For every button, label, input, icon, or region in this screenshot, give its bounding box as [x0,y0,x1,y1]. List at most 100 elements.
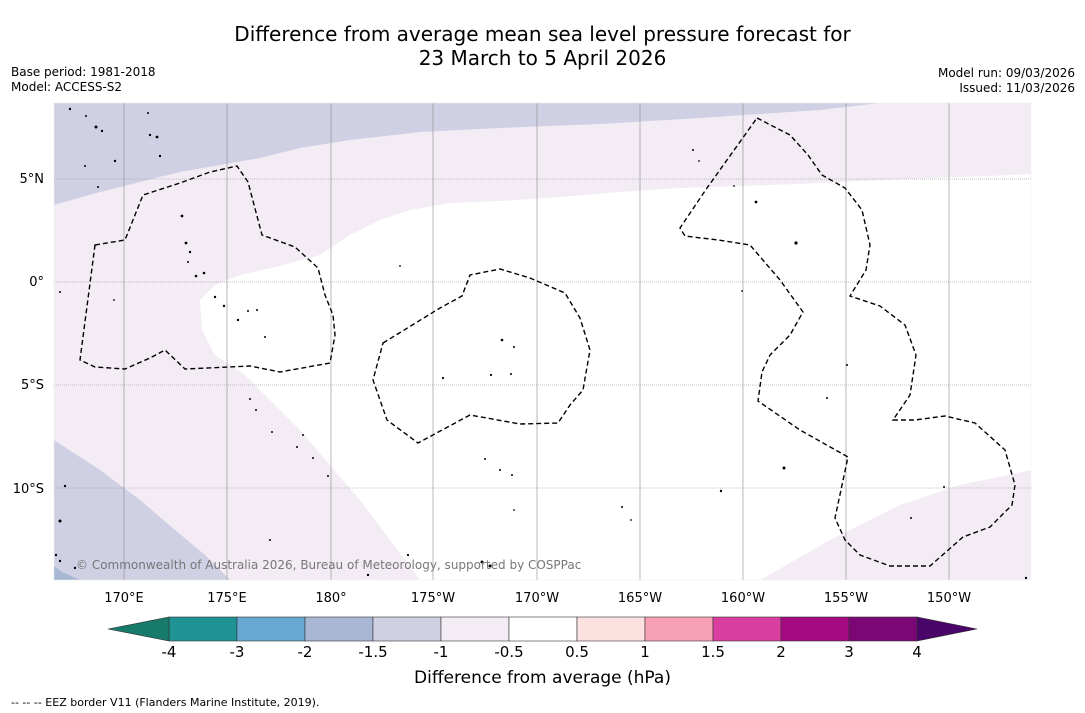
colorbar-swatch [304,616,374,642]
lon-label: 150°W [927,591,971,606]
colorbar-swatch [372,616,442,642]
island [113,299,115,301]
island [58,519,62,523]
pressure-band-neg15-north [54,103,880,205]
island [296,446,298,448]
island [910,517,912,519]
lon-label: 175°E [207,591,247,606]
island [794,241,798,245]
colorbar-tick-label: -2 [297,643,313,661]
island [188,250,192,254]
island [97,186,99,188]
colorbar-tick-label: 1 [640,643,650,661]
island [147,112,149,114]
island [630,519,632,521]
lon-label: 175°W [411,591,455,606]
pressure-band-neg2-southwest [54,566,80,580]
colorbar-swatch [576,616,646,642]
island [489,373,493,377]
island [846,364,848,366]
model-name: Model: ACCESS-S2 [11,80,123,94]
island [484,458,486,460]
lat-label: 5°S [21,378,44,393]
island [826,397,828,399]
island [73,566,77,570]
island [148,133,152,137]
island [621,506,623,508]
island [54,553,58,557]
colorbar-tick-label: 1.5 [701,643,725,661]
island [222,304,226,308]
island [499,469,501,471]
island [513,346,515,348]
island [480,560,484,564]
island [510,373,512,375]
island [236,318,240,322]
colorbar-swatch [236,616,306,642]
lon-label: 160°W [721,591,765,606]
colorbar-swatch [780,616,850,642]
island [59,291,61,293]
pressure-band-neg1-southeast [760,470,1031,580]
colorbar-swatch [848,616,918,642]
island [513,509,515,511]
eez-line-islands [679,117,1016,567]
colorbar-swatch [508,616,578,642]
island [302,434,304,436]
lat-label: 0° [29,275,44,290]
colorbar-tick-label: 4 [912,643,922,661]
map-area [54,103,1031,580]
pressure-band-neg1-north [54,103,1031,580]
copyright-notice: © Commonwealth of Australia 2026, Bureau… [76,558,582,572]
issued-date: Issued: 11/03/2026 [959,81,1075,95]
lon-labels: 170°E 175°E 180° 175°W 170°W 165°W 160°W… [104,591,971,606]
colorbar-swatch [440,616,510,642]
island [100,129,104,133]
island [312,457,314,459]
island [84,165,86,167]
colorbar-title: Difference from average (hPa) [414,668,671,688]
colorbar-tick-label: 2 [776,643,786,661]
island [269,539,271,541]
island [249,398,251,400]
island [733,185,735,187]
colorbar-swatch [644,616,714,642]
islands [54,107,1028,580]
lon-label: 180° [315,591,346,606]
island [155,135,159,139]
colorbar-low-extension [107,616,170,642]
island [63,484,67,488]
lat-label: 5°N [20,172,45,187]
island [782,466,786,470]
eez-phoenix-islands [372,268,591,444]
island [741,290,743,292]
island [202,271,206,275]
map-frame [53,102,1032,581]
island [247,310,249,312]
island [255,409,257,411]
lon-label: 170°E [104,591,144,606]
colorbar-swatch [712,616,782,642]
island [264,336,266,338]
colorbar-high-extension [916,616,978,642]
colorbar-tick-label: -1 [433,643,449,661]
island [511,474,513,476]
island [180,214,184,218]
colorbar-tick-label: -1.5 [358,643,388,661]
island [271,431,273,433]
island [406,553,410,557]
island [500,338,504,342]
model-run: Model run: 09/03/2026 [937,66,1075,80]
island [692,149,694,151]
lon-label: 155°W [824,591,868,606]
pressure-band-neg15-southwest [54,440,230,580]
colorbar-tick-label: -0.5 [494,643,524,661]
colorbar-tick-label: -3 [229,643,245,661]
colorbar-tick-label: -4 [161,643,177,661]
island [698,160,700,162]
island [85,115,87,117]
title-line-2: 23 March to 5 April 2026 [418,46,667,70]
eez-tuvalu-kiribati-west [79,165,336,373]
island [327,475,329,477]
